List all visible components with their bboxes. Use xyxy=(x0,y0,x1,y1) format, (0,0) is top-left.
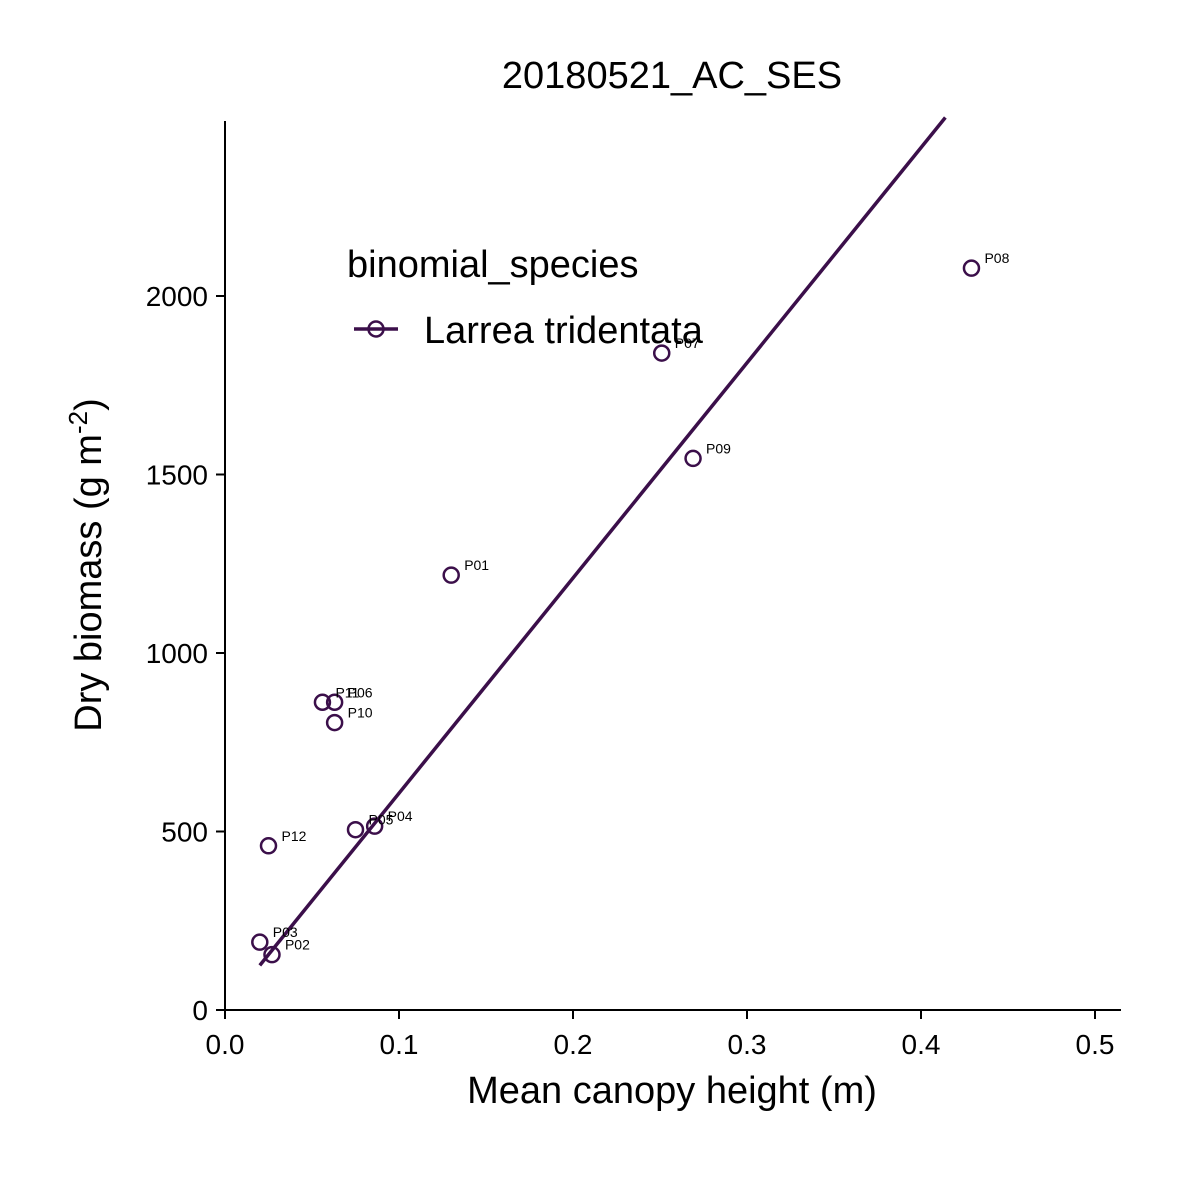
data-point-p01 xyxy=(442,566,460,584)
x-tick-label: 0.3 xyxy=(728,1029,767,1060)
regression-line xyxy=(258,116,947,967)
legend-entries: Larrea tridentata xyxy=(354,310,704,352)
y-tick-label: 0 xyxy=(192,995,208,1026)
x-tick-label: 0.4 xyxy=(902,1029,941,1060)
legend-title: binomial_species xyxy=(347,244,639,286)
y-axis-title-prefix: Dry biomass (g m xyxy=(68,434,110,732)
data-point-p06 xyxy=(325,693,344,712)
data-point-p07 xyxy=(652,344,671,362)
point-label-p10: P10 xyxy=(348,705,373,721)
data-point-p12 xyxy=(259,837,278,855)
point-label-p11: P11 xyxy=(335,684,359,700)
data-point-p03 xyxy=(251,933,269,951)
point-label-p01: P01 xyxy=(464,557,489,573)
point-label-p05: P05 xyxy=(369,812,394,828)
point-label-p08: P08 xyxy=(984,250,1009,266)
point-label-p03: P03 xyxy=(273,924,298,940)
y-axis-title-superscript: -2 xyxy=(63,411,93,434)
data-point-p02 xyxy=(263,945,281,964)
y-tick-label: 500 xyxy=(161,817,208,848)
data-point-p09 xyxy=(684,449,702,468)
legend: binomial_species Larrea tridentata xyxy=(347,244,704,352)
data-point-p11 xyxy=(313,693,332,712)
point-label-p06: P06 xyxy=(348,684,373,700)
point-label-p12: P12 xyxy=(282,828,307,844)
legend-key-marker xyxy=(367,320,385,338)
y-tick-label: 1500 xyxy=(146,460,208,491)
x-ticks: 0.0 0.1 0.2 0.3 0.4 0.5 xyxy=(206,1010,1115,1060)
x-tick-label: 0.2 xyxy=(554,1029,593,1060)
x-tick-label: 0.1 xyxy=(380,1029,419,1060)
chart-title: 20180521_AC_SES xyxy=(502,55,842,97)
y-axis-title-suffix: ) xyxy=(68,398,110,411)
y-axis-title: Dry biomass (g m-2) xyxy=(63,398,110,732)
data-point-p05 xyxy=(346,820,365,839)
legend-label: Larrea tridentata xyxy=(424,310,704,352)
point-label-p07: P07 xyxy=(675,335,700,351)
data-points xyxy=(251,259,981,964)
point-label-p02: P02 xyxy=(285,937,310,953)
data-point-p04 xyxy=(365,817,384,835)
fit-lines xyxy=(258,116,947,967)
point-label-p04: P04 xyxy=(388,808,413,824)
point-label-p09: P09 xyxy=(706,440,731,456)
x-tick-label: 0.5 xyxy=(1076,1029,1115,1060)
x-tick-label: 0.0 xyxy=(206,1029,245,1060)
y-ticks: 0 500 1000 1500 2000 xyxy=(146,281,225,1026)
y-tick-label: 2000 xyxy=(146,281,208,312)
y-tick-label: 1000 xyxy=(146,638,208,669)
data-point-p10 xyxy=(325,713,344,732)
legend-key xyxy=(354,320,398,338)
x-axis-title: Mean canopy height (m) xyxy=(467,1070,877,1112)
data-point-p08 xyxy=(962,259,981,277)
